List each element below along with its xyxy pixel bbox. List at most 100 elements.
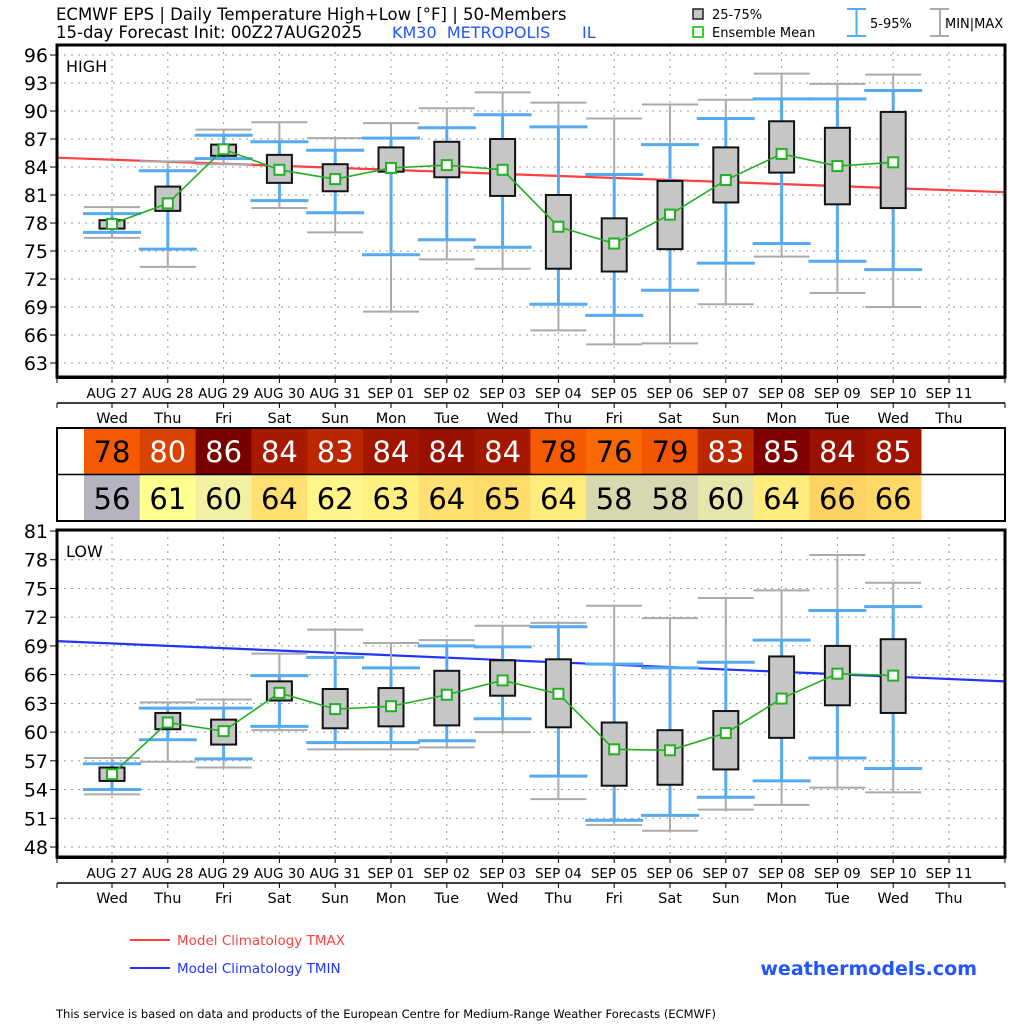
high-cell (474, 428, 531, 474)
legend-minmax-label: MIN|MAX (945, 17, 1003, 32)
date-label: SEP 11 (926, 866, 973, 882)
ensemble-mean-point (719, 727, 732, 740)
weekday-label: Mon (376, 411, 407, 427)
low-value: 64 (763, 482, 800, 516)
weekday-label: Sat (268, 411, 292, 427)
low-cell (753, 475, 810, 521)
date-label: AUG 30 (254, 866, 305, 882)
low-cell (84, 475, 141, 521)
legend-mean-label: Ensemble Mean (712, 26, 815, 41)
low-cell (307, 475, 364, 521)
low-cell (418, 475, 476, 521)
ensemble-mean-point (664, 744, 676, 757)
date-label: SEP 10 (870, 866, 917, 882)
y-tick-label: 54 (24, 780, 48, 802)
high-value: 78 (540, 435, 577, 469)
date-label: SEP 08 (758, 386, 805, 402)
high-value: 85 (763, 435, 800, 469)
day-box-sep-04 (529, 101, 588, 332)
y-tick-label: 90 (24, 101, 48, 123)
date-label: AUG 29 (198, 386, 249, 402)
y-tick-label: 57 (24, 751, 48, 773)
day-box-sep-05 (585, 117, 644, 346)
y-tick-label: 51 (24, 808, 48, 830)
low-value: 64 (261, 482, 298, 516)
high-value: 84 (484, 435, 521, 469)
legend-box-swatch (692, 8, 704, 20)
weekday-label: Tue (824, 411, 850, 427)
date-label: SEP 05 (591, 866, 638, 882)
panel-label: HIGH (66, 57, 107, 76)
ensemble-mean-point (887, 156, 900, 169)
high-value: 84 (819, 435, 856, 469)
date-label: SEP 07 (702, 866, 749, 882)
y-tick-label: 66 (24, 665, 48, 687)
low-cell (195, 475, 252, 521)
ensemble-mean-point (106, 768, 118, 781)
ensemble-mean-point (217, 725, 230, 738)
ensemble-mean-point (496, 163, 509, 176)
day-box-sep-07 (696, 597, 755, 811)
low-cell (586, 475, 643, 521)
ensemble-mean-point (217, 143, 230, 156)
weekday-label: Sun (712, 411, 740, 427)
high-cell (697, 428, 755, 474)
date-label: SEP 02 (423, 866, 470, 882)
day-box-aug-28 (138, 701, 197, 763)
footer-note: This service is based on data and produc… (55, 1007, 716, 1021)
high-value: 84 (373, 435, 410, 469)
day-box-sep-09 (808, 553, 867, 789)
date-label: SEP 06 (647, 386, 694, 402)
ensemble-mean-point (329, 703, 342, 716)
day-box-sep-08 (752, 72, 811, 258)
weekday-label: Wed (487, 891, 519, 907)
iqr-box (544, 193, 572, 270)
weekday-label: Thu (544, 411, 572, 427)
high-value: 76 (596, 435, 633, 469)
date-label: SEP 09 (814, 866, 861, 882)
high-cell (418, 428, 476, 474)
panel-label: LOW (66, 542, 103, 561)
ensemble-mean-point (664, 208, 676, 221)
date-label: AUG 30 (254, 386, 305, 402)
weekday-label: Sun (321, 411, 349, 427)
low-cell (530, 475, 587, 521)
low-value: 58 (652, 482, 689, 516)
weekday-label: Wed (96, 891, 128, 907)
iqr-box (656, 729, 684, 786)
date-label: SEP 04 (535, 386, 582, 402)
high-cell (139, 428, 197, 474)
day-box-aug-28 (138, 160, 197, 268)
date-label: AUG 31 (310, 386, 361, 402)
weekday-label: Tue (433, 411, 459, 427)
date-label: AUG 28 (142, 386, 193, 402)
y-tick-label: 78 (24, 213, 48, 235)
weekday-label: Fri (215, 891, 232, 907)
y-tick-label: 78 (24, 550, 48, 572)
high-value: 80 (149, 435, 186, 469)
date-label: SEP 06 (647, 866, 694, 882)
high-value: 79 (652, 435, 689, 469)
ensemble-mean-point (329, 173, 342, 186)
ensemble-mean-point (608, 743, 621, 756)
low-cell (139, 475, 197, 521)
high-value: 78 (94, 435, 131, 469)
ensemble-mean-point (161, 197, 174, 210)
iqr-box (712, 710, 740, 771)
weekday-label: Fri (606, 891, 623, 907)
high-cell (753, 428, 810, 474)
low-cell (363, 475, 420, 521)
weekday-label: Mon (766, 411, 797, 427)
y-tick-label: 69 (24, 636, 48, 658)
weekday-label: Sun (712, 891, 740, 907)
iqr-box (489, 659, 517, 697)
weekday-label: Sun (321, 891, 349, 907)
high-cell (530, 428, 587, 474)
weekday-label: Wed (877, 411, 909, 427)
y-tick-label: 63 (24, 353, 48, 375)
day-box-aug-31 (306, 137, 365, 234)
brand-link[interactable]: weathermodels.com (760, 958, 977, 980)
high-cell (363, 428, 420, 474)
y-tick-label: 87 (24, 129, 48, 151)
